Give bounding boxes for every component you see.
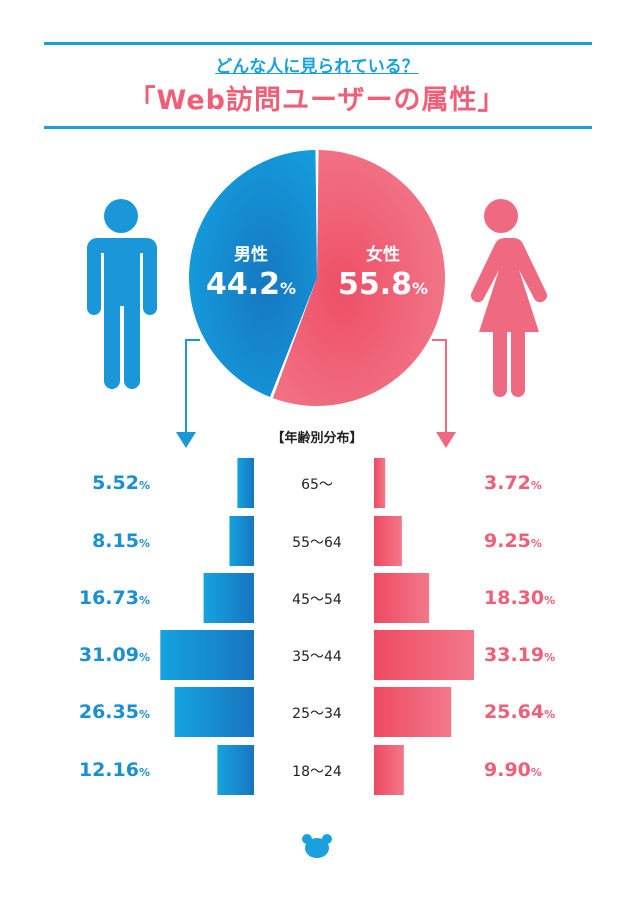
male-share-unit: %: [280, 279, 297, 298]
subtitle: どんな人に見られている？: [215, 57, 419, 77]
woman-icon: [470, 199, 548, 397]
bar-female-5: [374, 745, 404, 795]
female-share-unit: %: [412, 279, 429, 298]
male-pie-label: 男性 44.2%: [196, 240, 306, 302]
bar-male-3: [160, 630, 254, 680]
pie-slice-female: [272, 150, 445, 407]
bear-icon: [302, 834, 332, 858]
bar-female-3: [374, 630, 474, 680]
man-icon: [87, 199, 157, 389]
male-percent-label: 31.09%: [78, 644, 150, 666]
male-arrow-head: [176, 432, 196, 448]
age-label: 18〜24: [292, 764, 342, 780]
age-label: 65〜: [301, 477, 333, 493]
female-arrow: [432, 339, 447, 434]
age-label: 55〜64: [292, 535, 342, 551]
male-label: 男性: [234, 245, 268, 265]
male-arrow: [185, 339, 200, 434]
male-percent-label: 8.15%: [92, 530, 150, 552]
bar-female-2: [374, 573, 430, 623]
female-percent-label: 3.72%: [484, 472, 542, 494]
bar-female-4: [374, 687, 452, 737]
male-share: 44.2: [205, 267, 280, 302]
bar-female-0: [374, 458, 386, 508]
bottom-rule: [44, 126, 592, 129]
age-bar-chart: [160, 458, 474, 795]
bar-male-4: [174, 687, 254, 737]
pie-chart: [188, 150, 445, 407]
male-percent-label: 16.73%: [78, 587, 150, 609]
age-distribution-title: 【年齢別分布】: [271, 431, 363, 446]
bar-male-2: [203, 573, 254, 623]
age-label: 45〜54: [292, 592, 342, 608]
bar-male-1: [229, 516, 254, 566]
female-percent-label: 9.90%: [484, 759, 542, 781]
age-label: 25〜34: [292, 706, 342, 722]
bar-male-0: [237, 458, 254, 508]
pie-slice-male: [188, 150, 317, 398]
female-label: 女性: [366, 245, 400, 265]
female-arrow-head: [436, 432, 456, 448]
male-percent-label: 12.16%: [78, 759, 150, 781]
female-percent-label: 18.30%: [484, 587, 556, 609]
male-percent-label: 26.35%: [78, 701, 150, 723]
page-title: 「Web訪問ユーザーの属性」: [128, 85, 506, 116]
male-percent-label: 5.52%: [92, 472, 150, 494]
female-percent-label: 33.19%: [484, 644, 556, 666]
female-percent-label: 9.25%: [484, 530, 542, 552]
bar-male-5: [217, 745, 254, 795]
age-label: 35〜44: [292, 649, 342, 665]
female-pie-label: 女性 55.8%: [328, 240, 438, 302]
top-rule: [44, 42, 592, 45]
female-percent-label: 25.64%: [484, 701, 556, 723]
female-share: 55.8: [337, 267, 412, 302]
bar-female-1: [374, 516, 402, 566]
